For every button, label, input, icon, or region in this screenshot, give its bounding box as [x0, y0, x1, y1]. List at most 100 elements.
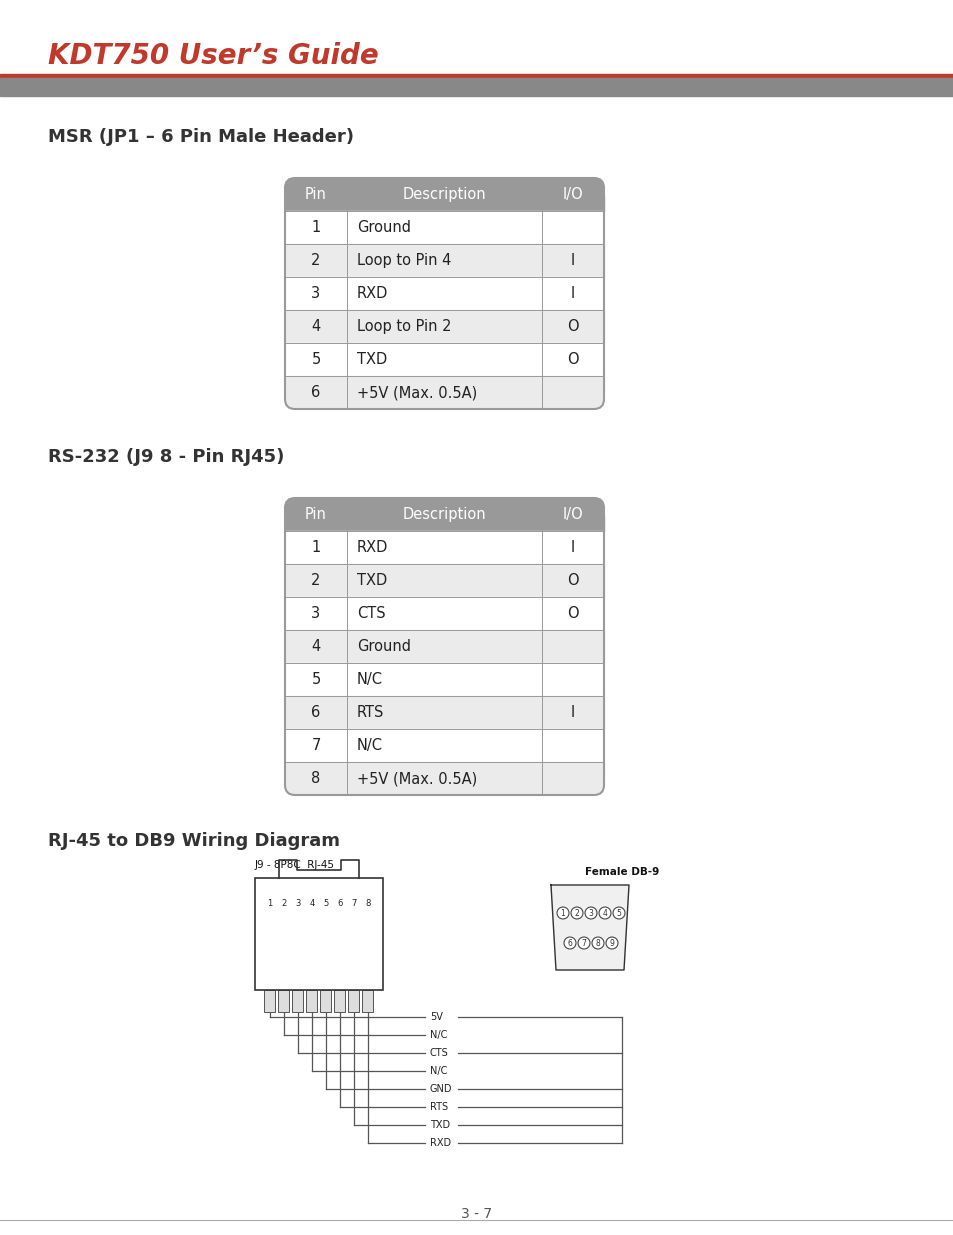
- Text: I/O: I/O: [562, 186, 583, 203]
- Text: 2: 2: [281, 899, 286, 908]
- FancyBboxPatch shape: [285, 498, 603, 795]
- Text: TXD: TXD: [430, 1120, 450, 1130]
- Text: 8: 8: [595, 939, 599, 947]
- Text: +5V (Max. 0.5A): +5V (Max. 0.5A): [356, 385, 476, 400]
- Bar: [285, 663, 603, 697]
- Text: Loop to Pin 4: Loop to Pin 4: [356, 253, 451, 268]
- Text: 3: 3: [588, 909, 593, 918]
- Text: N/C: N/C: [430, 1030, 447, 1040]
- Circle shape: [592, 937, 603, 948]
- Text: 4: 4: [602, 909, 607, 918]
- Bar: [264, 990, 275, 1011]
- Bar: [320, 990, 331, 1011]
- Text: N/C: N/C: [356, 672, 382, 687]
- Text: TXD: TXD: [356, 573, 387, 588]
- Text: 3 - 7: 3 - 7: [461, 1207, 492, 1221]
- Bar: [285, 310, 603, 343]
- Circle shape: [605, 937, 618, 948]
- Text: 2: 2: [311, 253, 320, 268]
- Text: 1: 1: [267, 899, 273, 908]
- Bar: [335, 990, 345, 1011]
- Text: 4: 4: [311, 638, 320, 655]
- Text: I: I: [570, 705, 575, 720]
- Text: Description: Description: [402, 508, 486, 522]
- Bar: [0, 74, 953, 78]
- Text: Description: Description: [402, 186, 486, 203]
- Bar: [285, 515, 603, 531]
- Text: RXD: RXD: [356, 540, 388, 555]
- Text: GND: GND: [430, 1084, 452, 1094]
- Text: RS-232 (J9 8 - Pin RJ45): RS-232 (J9 8 - Pin RJ45): [48, 448, 284, 466]
- Text: 5: 5: [616, 909, 620, 918]
- Bar: [285, 343, 603, 375]
- Text: Ground: Ground: [356, 638, 411, 655]
- Circle shape: [613, 906, 624, 919]
- Text: O: O: [567, 573, 578, 588]
- Text: I: I: [570, 540, 575, 555]
- Bar: [285, 245, 603, 277]
- Polygon shape: [551, 885, 628, 969]
- Text: 4: 4: [309, 899, 314, 908]
- Text: 3: 3: [311, 287, 320, 301]
- Text: TXD: TXD: [356, 352, 387, 367]
- Bar: [285, 630, 603, 663]
- Bar: [285, 211, 603, 245]
- Circle shape: [563, 937, 576, 948]
- Text: I: I: [570, 287, 575, 301]
- Bar: [285, 597, 603, 630]
- Text: 6: 6: [311, 705, 320, 720]
- Bar: [348, 990, 359, 1011]
- Text: 8: 8: [311, 771, 320, 785]
- Circle shape: [578, 937, 589, 948]
- Text: RJ-45 to DB9 Wiring Diagram: RJ-45 to DB9 Wiring Diagram: [48, 832, 339, 850]
- FancyBboxPatch shape: [285, 498, 603, 531]
- Text: 6: 6: [311, 385, 320, 400]
- Text: Pin: Pin: [305, 508, 327, 522]
- Text: O: O: [567, 352, 578, 367]
- Text: 3: 3: [295, 899, 300, 908]
- Text: RTS: RTS: [430, 1102, 448, 1112]
- Bar: [285, 729, 603, 762]
- Text: 6: 6: [337, 899, 342, 908]
- FancyBboxPatch shape: [285, 762, 603, 795]
- FancyBboxPatch shape: [285, 178, 603, 409]
- Text: 5V: 5V: [430, 1011, 442, 1023]
- Text: RXD: RXD: [356, 287, 388, 301]
- Text: RXD: RXD: [430, 1137, 451, 1149]
- Bar: [0, 78, 953, 96]
- Bar: [362, 990, 374, 1011]
- Circle shape: [584, 906, 597, 919]
- Text: 4: 4: [311, 319, 320, 333]
- Text: 7: 7: [581, 939, 586, 947]
- Circle shape: [598, 906, 610, 919]
- Bar: [306, 990, 317, 1011]
- Text: 1: 1: [311, 220, 320, 235]
- Text: +5V (Max. 0.5A): +5V (Max. 0.5A): [356, 771, 476, 785]
- Text: N/C: N/C: [430, 1066, 447, 1076]
- Bar: [285, 697, 603, 729]
- Text: 2: 2: [574, 909, 578, 918]
- Text: KDT750 User’s Guide: KDT750 User’s Guide: [48, 42, 378, 70]
- Text: Loop to Pin 2: Loop to Pin 2: [356, 319, 451, 333]
- Text: 5: 5: [311, 672, 320, 687]
- Text: I: I: [570, 253, 575, 268]
- Text: 8: 8: [365, 899, 371, 908]
- Bar: [285, 564, 603, 597]
- Text: N/C: N/C: [356, 739, 382, 753]
- Text: CTS: CTS: [356, 606, 385, 621]
- Text: 5: 5: [323, 899, 328, 908]
- Text: CTS: CTS: [430, 1049, 448, 1058]
- Text: 9: 9: [609, 939, 614, 947]
- Text: 3: 3: [311, 606, 320, 621]
- Text: 6: 6: [567, 939, 572, 947]
- Circle shape: [571, 906, 582, 919]
- Text: 1: 1: [560, 909, 565, 918]
- Text: RTS: RTS: [356, 705, 384, 720]
- Text: O: O: [567, 606, 578, 621]
- Bar: [285, 531, 603, 564]
- Text: I/O: I/O: [562, 508, 583, 522]
- Bar: [278, 990, 289, 1011]
- Text: 1: 1: [311, 540, 320, 555]
- Text: Pin: Pin: [305, 186, 327, 203]
- Circle shape: [557, 906, 568, 919]
